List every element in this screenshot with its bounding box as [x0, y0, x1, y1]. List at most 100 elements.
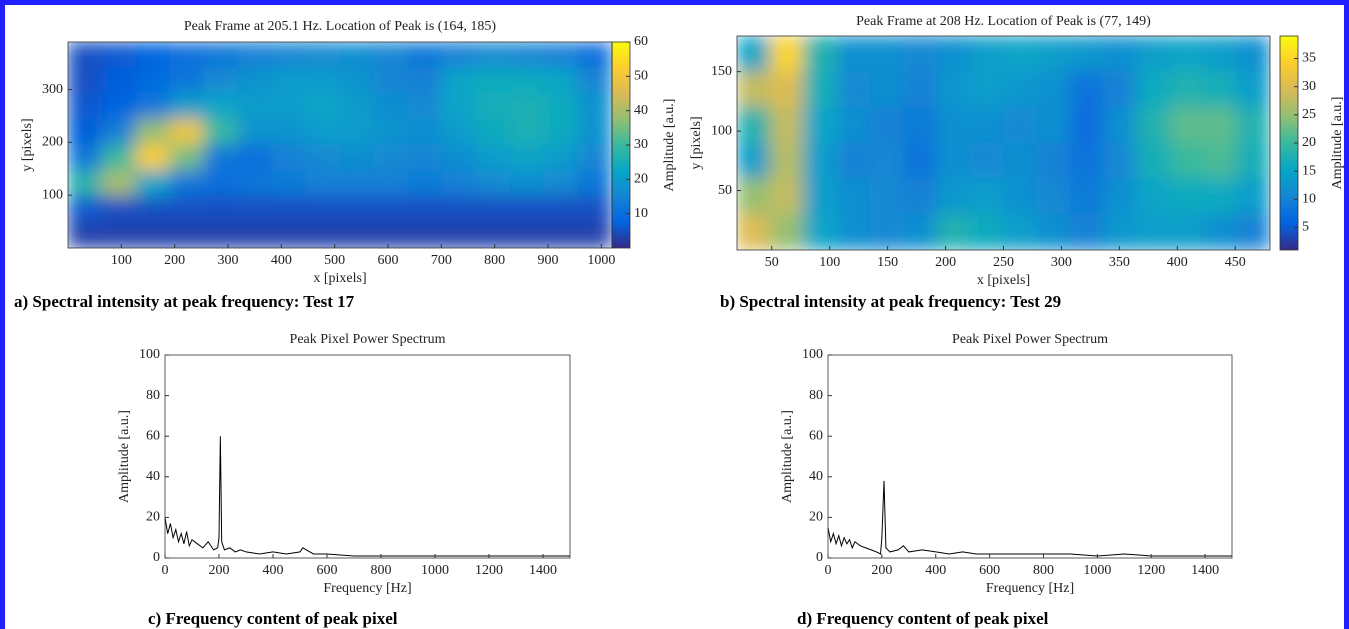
heat-cell — [203, 118, 239, 146]
colorbar-tick-label: 35 — [1302, 51, 1316, 66]
colorbar-tick-label: 40 — [634, 103, 648, 118]
heat-cell — [903, 178, 938, 215]
heat-cell — [577, 42, 612, 69]
heat-cell — [1236, 178, 1270, 215]
x-tick-label: 0 — [162, 563, 169, 578]
heat-cell — [803, 142, 838, 180]
y-tick-label: 40 — [809, 469, 823, 484]
x-tick-label: 800 — [1033, 563, 1054, 578]
heat-cell — [543, 118, 579, 146]
plot-area — [165, 355, 570, 558]
heat-cell — [509, 144, 545, 172]
heat-cell — [1036, 71, 1071, 108]
x-tick-label: 900 — [538, 253, 559, 268]
heat-cell — [441, 93, 477, 120]
heat-cell — [769, 106, 805, 144]
heat-cell — [407, 42, 443, 69]
heat-cell — [737, 142, 771, 180]
heat-cell — [305, 196, 341, 223]
x-tick-label: 400 — [1167, 255, 1188, 270]
heat-cell — [441, 170, 477, 197]
heat-cell — [869, 178, 905, 215]
heat-cell — [305, 42, 341, 69]
x-axis-label: x [pixels] — [313, 271, 366, 286]
heat-cell — [1102, 106, 1138, 144]
x-tick-label: 800 — [371, 563, 392, 578]
heat-cell — [271, 170, 307, 197]
heat-cell — [475, 170, 511, 197]
y-tick-label: 20 — [146, 510, 160, 525]
heat-cell — [577, 93, 612, 120]
colorbar-label: Amplitude [a.u.] — [662, 99, 677, 192]
heat-cell — [441, 67, 477, 94]
heat-cell — [203, 67, 239, 94]
heat-cell — [1036, 142, 1071, 180]
y-tick-label: 100 — [139, 347, 160, 362]
x-tick-label: 600 — [979, 563, 1000, 578]
colorbar-tick-label: 5 — [1302, 220, 1309, 235]
heat-cell — [441, 42, 477, 69]
x-tick-label: 700 — [431, 253, 452, 268]
heat-cell — [101, 170, 137, 197]
heat-cell — [441, 118, 477, 146]
y-tick-label: 0 — [816, 550, 823, 565]
plot-area — [828, 355, 1232, 558]
heatmap — [737, 36, 1270, 250]
heat-cell — [1236, 142, 1270, 180]
heat-cell — [803, 36, 838, 73]
heat-cell — [339, 118, 375, 146]
heat-cell — [836, 71, 871, 108]
y-tick-label: 50 — [718, 183, 732, 198]
heat-cell — [1069, 106, 1104, 144]
heat-cell — [936, 106, 971, 144]
heat-cell — [543, 221, 579, 248]
heat-cell — [1136, 36, 1171, 73]
heat-cell — [305, 144, 341, 172]
heat-cell — [475, 221, 511, 248]
x-tick-label: 600 — [378, 253, 399, 268]
heat-cell — [1202, 71, 1238, 108]
x-axis-label: Frequency [Hz] — [323, 581, 411, 596]
heat-cell — [441, 144, 477, 172]
heat-cell — [1169, 213, 1204, 250]
heat-cell — [407, 67, 443, 94]
spectrum-line — [827, 480, 1232, 557]
heat-cell — [1036, 213, 1071, 250]
y-axis-label: y [pixels] — [20, 118, 35, 171]
heatmap — [68, 42, 612, 248]
heat-cell — [203, 144, 239, 172]
heat-cell — [1236, 71, 1270, 108]
axes-box — [164, 354, 571, 559]
heat-cell — [1102, 178, 1138, 215]
heat-cell — [101, 67, 137, 94]
heat-cell — [836, 142, 871, 180]
heat-cell — [769, 71, 805, 108]
caption: b) Spectral intensity at peak frequency:… — [720, 292, 1061, 311]
heat-cell — [169, 93, 205, 120]
heat-cell — [1236, 213, 1270, 250]
x-tick-label: 100 — [111, 253, 132, 268]
caption: c) Frequency content of peak pixel — [148, 609, 398, 628]
heat-cell — [407, 118, 443, 146]
heat-cell — [509, 93, 545, 120]
y-tick-label: 100 — [711, 123, 732, 138]
heat-cell — [869, 213, 905, 250]
heat-cell — [869, 36, 905, 73]
heat-cell — [543, 67, 579, 94]
heat-cell — [1136, 106, 1171, 144]
x-tick-label: 400 — [271, 253, 292, 268]
heat-cell — [237, 67, 273, 94]
y-tick-label: 0 — [153, 550, 160, 565]
heat-cell — [769, 142, 805, 180]
heat-cell — [237, 42, 273, 69]
x-axis-label: x [pixels] — [977, 273, 1030, 288]
x-tick-label: 350 — [1109, 255, 1130, 270]
heat-cell — [969, 142, 1004, 180]
heat-cell — [373, 196, 409, 223]
heat-cell — [836, 178, 871, 215]
heat-cell — [305, 221, 341, 248]
heat-cell — [969, 106, 1004, 144]
heat-cell — [1136, 178, 1171, 215]
heat-cell — [68, 42, 103, 69]
